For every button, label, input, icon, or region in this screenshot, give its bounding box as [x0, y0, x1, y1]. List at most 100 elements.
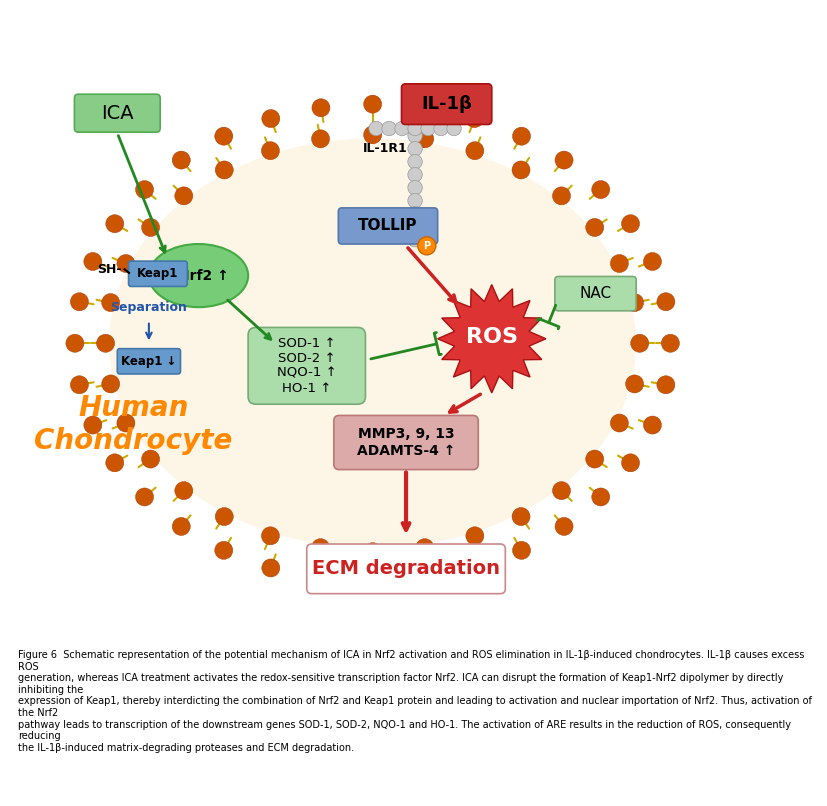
Text: Nrf2 ↑: Nrf2 ↑ [178, 268, 228, 283]
Circle shape [141, 218, 160, 236]
Circle shape [466, 527, 484, 545]
Text: SH-: SH- [98, 263, 122, 276]
Circle shape [408, 193, 423, 208]
Circle shape [416, 130, 434, 147]
Circle shape [657, 376, 675, 394]
Circle shape [262, 559, 280, 577]
Text: MMP3, 9, 13
ADAMTS-4 ↑: MMP3, 9, 13 ADAMTS-4 ↑ [356, 427, 455, 458]
Circle shape [657, 293, 675, 311]
Circle shape [622, 214, 639, 233]
Circle shape [586, 218, 604, 236]
Polygon shape [437, 285, 546, 393]
Circle shape [136, 181, 154, 198]
Circle shape [312, 570, 330, 588]
Circle shape [215, 542, 232, 559]
Circle shape [70, 376, 88, 394]
Circle shape [215, 127, 232, 145]
Circle shape [408, 206, 423, 221]
Circle shape [102, 293, 120, 312]
Circle shape [513, 542, 531, 559]
FancyBboxPatch shape [248, 327, 366, 404]
Circle shape [408, 168, 423, 182]
Circle shape [415, 99, 433, 117]
Circle shape [555, 151, 573, 169]
FancyBboxPatch shape [334, 415, 478, 470]
Circle shape [555, 517, 573, 535]
Circle shape [610, 414, 629, 432]
Circle shape [262, 110, 280, 127]
Circle shape [408, 128, 423, 143]
Ellipse shape [109, 139, 636, 548]
Text: ICA: ICA [101, 104, 134, 123]
Circle shape [552, 187, 571, 205]
Text: TOLLIP: TOLLIP [358, 218, 418, 234]
Circle shape [625, 375, 643, 393]
Text: NAC: NAC [580, 286, 612, 301]
Circle shape [66, 334, 84, 352]
Circle shape [84, 252, 102, 271]
Ellipse shape [149, 244, 248, 307]
Text: Figure 6  Schematic representation of the potential mechanism of ICA in Nrf2 act: Figure 6 Schematic representation of the… [18, 650, 812, 753]
FancyBboxPatch shape [338, 208, 437, 244]
FancyBboxPatch shape [74, 94, 160, 132]
Circle shape [117, 255, 135, 272]
Text: Human
Chondrocyte: Human Chondrocyte [35, 394, 232, 455]
Circle shape [622, 454, 639, 472]
Circle shape [172, 517, 190, 535]
Circle shape [106, 214, 124, 233]
Circle shape [592, 181, 609, 198]
Circle shape [382, 121, 396, 135]
Circle shape [592, 488, 609, 506]
Circle shape [117, 414, 135, 432]
Text: IL-1β: IL-1β [421, 95, 472, 113]
Circle shape [552, 482, 571, 500]
Circle shape [312, 538, 330, 557]
Circle shape [415, 570, 433, 588]
Circle shape [70, 293, 88, 311]
Circle shape [631, 334, 648, 352]
FancyBboxPatch shape [117, 349, 180, 374]
FancyBboxPatch shape [128, 261, 187, 286]
Circle shape [174, 187, 193, 205]
Circle shape [102, 375, 120, 393]
Circle shape [512, 161, 530, 179]
Circle shape [418, 237, 436, 255]
Circle shape [369, 121, 383, 135]
Circle shape [364, 95, 382, 113]
Circle shape [84, 416, 102, 434]
Circle shape [466, 142, 484, 160]
Text: P: P [423, 241, 430, 251]
Circle shape [364, 573, 382, 592]
Circle shape [447, 121, 461, 135]
Circle shape [174, 482, 193, 500]
Circle shape [97, 334, 115, 352]
Circle shape [643, 252, 662, 271]
Circle shape [466, 559, 484, 577]
Text: Keap1: Keap1 [137, 268, 179, 280]
Circle shape [416, 538, 434, 557]
Text: ROS: ROS [466, 327, 518, 347]
Circle shape [643, 416, 662, 434]
Circle shape [141, 450, 160, 468]
Circle shape [408, 219, 423, 234]
Circle shape [312, 99, 330, 117]
Circle shape [513, 127, 531, 145]
Circle shape [215, 161, 233, 179]
Circle shape [364, 542, 382, 561]
Circle shape [586, 450, 604, 468]
Circle shape [215, 508, 233, 526]
Text: ECM degradation: ECM degradation [312, 559, 500, 579]
Circle shape [364, 126, 382, 143]
Circle shape [136, 488, 154, 506]
Circle shape [261, 142, 280, 160]
Circle shape [408, 232, 423, 247]
FancyBboxPatch shape [555, 276, 636, 311]
Circle shape [408, 155, 423, 169]
FancyBboxPatch shape [401, 84, 492, 124]
Circle shape [172, 151, 190, 169]
Text: SOD-1 ↑
SOD-2 ↑
NQO-1 ↑
HO-1 ↑: SOD-1 ↑ SOD-2 ↑ NQO-1 ↑ HO-1 ↑ [277, 337, 337, 395]
Circle shape [106, 454, 124, 472]
Circle shape [512, 508, 530, 526]
Circle shape [434, 121, 448, 135]
Circle shape [261, 527, 280, 545]
